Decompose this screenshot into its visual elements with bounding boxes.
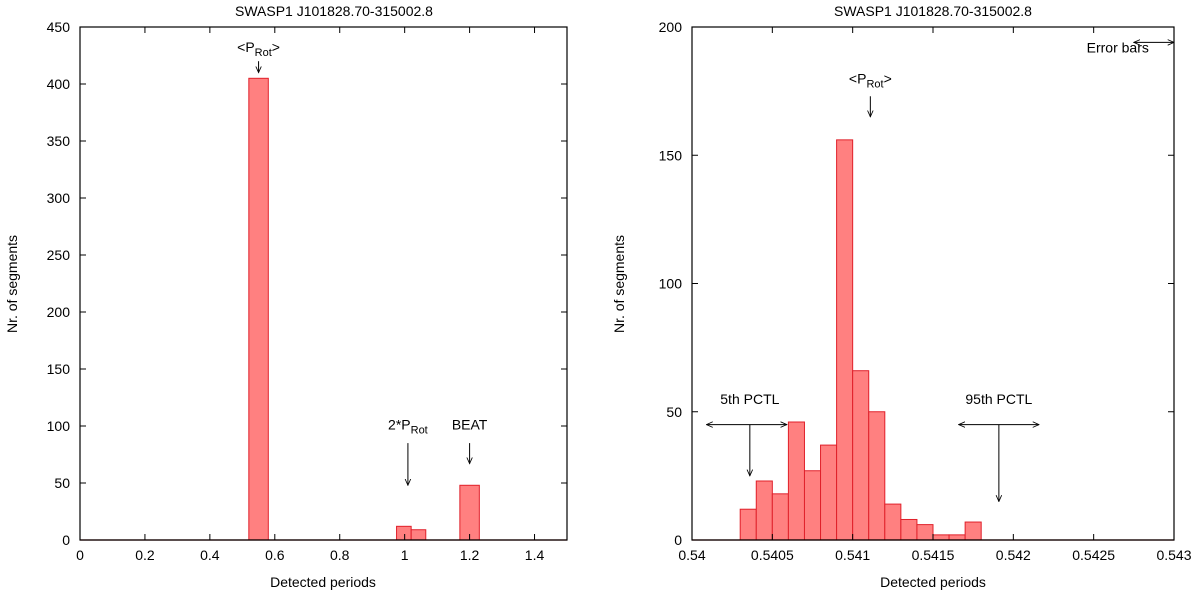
right-bar-5 xyxy=(820,444,838,541)
left-y-tick-label-2: 100 xyxy=(47,418,71,434)
left-bar-3 xyxy=(459,484,480,541)
right-chart-title: SWASP1 J101828.70-315002.8 xyxy=(834,3,1032,19)
right-bar-14 xyxy=(964,521,982,541)
left-y-tick-label-3: 150 xyxy=(47,361,71,377)
right-y-tick-label-4: 200 xyxy=(659,19,683,35)
left-y-tick-label-5: 250 xyxy=(47,247,71,263)
left-x-tick-label-7: 1.4 xyxy=(525,547,545,563)
right-x-tick-label-0: 0.54 xyxy=(678,547,705,563)
left-x-tick-label-3: 0.6 xyxy=(265,547,285,563)
left-y-tick-label-6: 300 xyxy=(47,190,71,206)
right-x-tick-label-2: 0.541 xyxy=(835,547,870,563)
left-x-tick-label-5: 1 xyxy=(401,547,409,563)
right-bar-9 xyxy=(884,503,902,541)
left-bar-1 xyxy=(396,525,412,541)
left-annotation-0: <PRot> xyxy=(237,39,280,59)
right-annotation-1: 5th PCTL xyxy=(720,391,779,407)
right-bar-2 xyxy=(771,493,789,541)
right-x-tick-label-1: 0.5405 xyxy=(751,547,794,563)
right-bar-3 xyxy=(787,421,805,541)
left-x-tick-label-1: 0.2 xyxy=(135,547,155,563)
left-y-tick-label-9: 450 xyxy=(47,19,71,35)
left-annotation-2: BEAT xyxy=(452,416,488,432)
left-bar-2 xyxy=(410,529,427,541)
right-x-tick-label-5: 0.5425 xyxy=(1072,547,1115,563)
right-bar-7 xyxy=(852,370,870,541)
right-x-axis-label: Detected periods xyxy=(880,574,986,590)
left-y-axis-label: Nr. of segments xyxy=(4,235,20,333)
right-bar-10 xyxy=(900,518,918,541)
left-x-tick-label-6: 1.2 xyxy=(460,547,480,563)
right-bar-4 xyxy=(803,470,822,541)
left-panel: SWASP1 J101828.70-315002.8 Detected peri… xyxy=(4,3,568,590)
right-y-tick-label-1: 50 xyxy=(666,404,682,420)
left-annotation-1: 2*PRot xyxy=(388,416,428,436)
right-x-tick-label-6: 0.543 xyxy=(1156,547,1191,563)
right-bar-13 xyxy=(948,534,966,541)
right-bar-11 xyxy=(916,524,934,541)
right-panel: SWASP1 J101828.70-315002.8 Detected peri… xyxy=(611,3,1192,590)
right-y-tick-label-3: 150 xyxy=(659,147,683,163)
left-bar-0 xyxy=(248,77,269,541)
right-bar-8 xyxy=(868,411,886,541)
right-y-tick-label-0: 0 xyxy=(674,532,682,548)
right-plot-frame xyxy=(691,26,1175,541)
left-y-tick-label-0: 0 xyxy=(62,532,70,548)
left-y-tick-label-7: 350 xyxy=(47,133,71,149)
left-y-tick-label-1: 50 xyxy=(54,475,70,491)
right-annotation-0: <PRot> xyxy=(849,70,892,90)
left-chart-title: SWASP1 J101828.70-315002.8 xyxy=(235,3,433,19)
left-y-tick-label-4: 200 xyxy=(47,304,71,320)
left-x-axis-label: Detected periods xyxy=(270,574,376,590)
left-x-tick-label-4: 0.8 xyxy=(330,547,350,563)
right-bar-12 xyxy=(932,534,950,541)
right-x-tick-label-3: 0.5415 xyxy=(912,547,955,563)
right-x-tick-label-4: 0.542 xyxy=(996,547,1031,563)
right-annotation-2: 95th PCTL xyxy=(965,391,1032,407)
right-bar-1 xyxy=(755,480,773,541)
right-y-axis-label: Nr. of segments xyxy=(611,235,627,333)
right-bar-0 xyxy=(739,508,757,541)
left-x-tick-label-2: 0.4 xyxy=(200,547,220,563)
left-y-tick-label-8: 400 xyxy=(47,76,71,92)
right-bar-6 xyxy=(836,139,854,541)
left-x-tick-label-0: 0 xyxy=(76,547,84,563)
left-plot-frame xyxy=(79,26,568,541)
right-y-tick-label-2: 100 xyxy=(659,276,683,292)
